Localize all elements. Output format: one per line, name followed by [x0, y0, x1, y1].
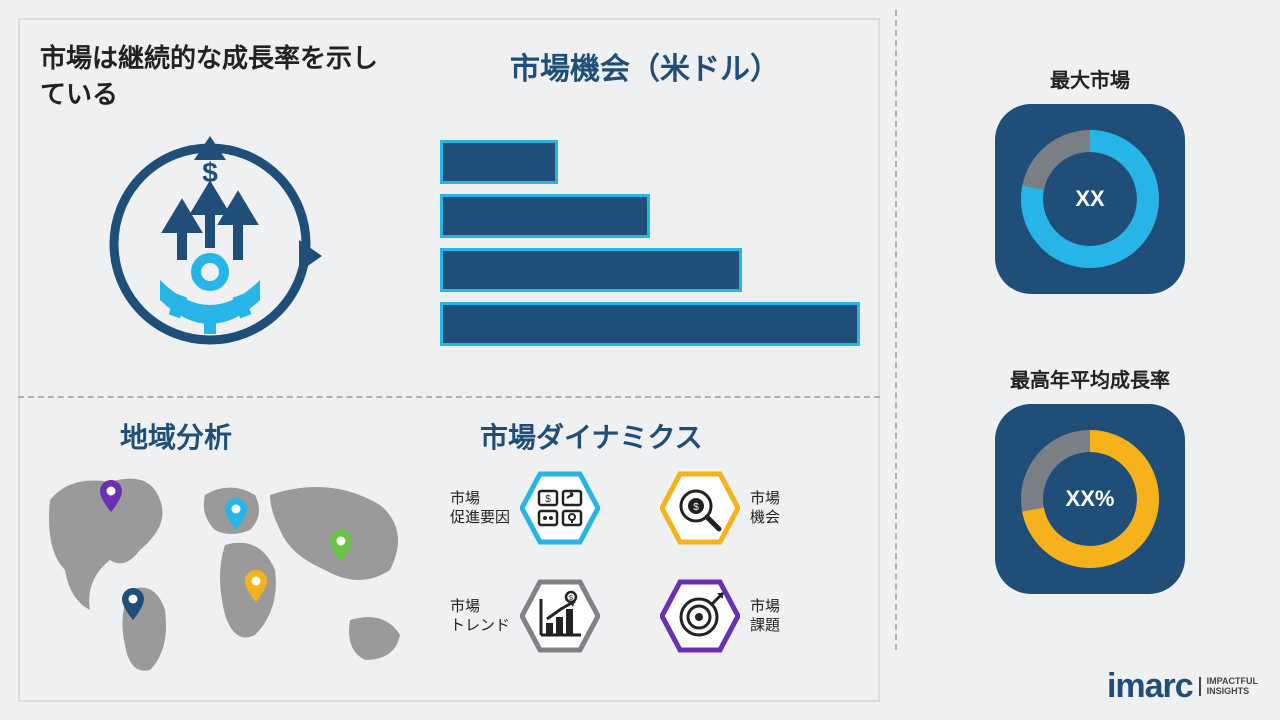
svg-text:$: $: [569, 595, 573, 602]
opportunity-bars: [440, 140, 860, 346]
cagr-card: XX%: [995, 404, 1185, 594]
horizontal-divider: [18, 396, 880, 398]
growth-title: 市場は継続的な成長率を示している: [40, 40, 380, 113]
opportunity-bar-0: [440, 140, 558, 184]
dynamics-hex-icon-1: $: [660, 468, 740, 548]
dynamics-hex-icon-3: [660, 576, 740, 656]
dynamics-label-1: 市場 機会: [750, 489, 780, 528]
dynamics-item-3: 市場 課題: [660, 576, 860, 656]
dynamics-label-3: 市場 課題: [750, 597, 780, 636]
dynamics-label-2: 市場 トレンド: [450, 597, 510, 636]
dynamics-item-0: 市場 促進要因 $: [450, 468, 650, 548]
svg-text:$: $: [202, 157, 218, 188]
logo-text: imarc: [1107, 667, 1193, 706]
opportunity-bar-3: [440, 302, 860, 346]
opportunity-title: 市場機会（米ドル）: [430, 44, 860, 88]
logo-tagline: IMPACTFUL INSIGHTS: [1199, 677, 1258, 697]
logo: imarc IMPACTFUL INSIGHTS: [1107, 667, 1258, 706]
map-pin-4: [330, 530, 352, 562]
opportunity-bar-1: [440, 194, 650, 238]
map-pin-1: [225, 498, 247, 530]
world-map: [30, 460, 430, 690]
vertical-divider: [895, 10, 897, 650]
largest-market-title: 最大市場: [960, 64, 1220, 93]
opportunity-bar-2: [440, 248, 742, 292]
svg-text:$: $: [693, 502, 699, 513]
map-pin-3: [245, 570, 267, 602]
growth-cycle-icon: $: [90, 130, 330, 360]
dynamics-title: 市場ダイナミクス: [480, 416, 703, 456]
largest-market-card: XX: [995, 104, 1185, 294]
cagr-value: XX%: [1066, 486, 1115, 512]
region-title: 地域分析: [120, 416, 232, 456]
cagr-title: 最高年平均成長率: [960, 364, 1220, 393]
svg-text:$: $: [545, 494, 551, 505]
dynamics-item-2: 市場 トレンド $: [450, 576, 650, 656]
map-pin-2: [122, 588, 144, 620]
dynamics-hex-icon-0: $: [520, 468, 600, 548]
dynamics-hex-icon-2: $: [520, 576, 600, 656]
page: 市場は継続的な成長率を示している $ 市場機会（米ドル） 地域分析: [0, 0, 1280, 720]
dynamics-grid: 市場 促進要因 $ $ 市場 機会市場 トレンド $ 市場 課題: [450, 468, 860, 656]
dynamics-item-1: $ 市場 機会: [660, 468, 860, 548]
largest-value: XX: [1075, 186, 1104, 212]
map-pin-0: [100, 480, 122, 512]
dynamics-label-0: 市場 促進要因: [450, 489, 510, 528]
